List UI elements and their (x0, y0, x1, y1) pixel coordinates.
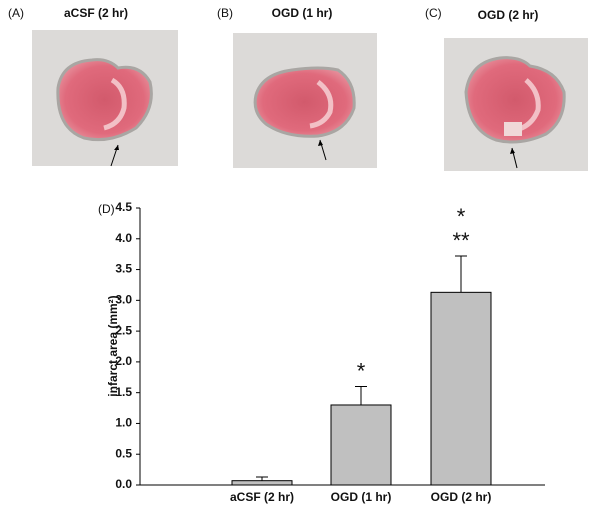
panel-letter: (D) (98, 202, 115, 216)
y-axis-label: infarct area (mm²) (106, 295, 120, 396)
y-tick-label: 1.0 (115, 416, 132, 430)
photo-a (32, 30, 178, 167)
y-tick-label: 3.5 (115, 262, 132, 276)
bar (231, 480, 293, 486)
x-tick-label: OGD (1 hr) (331, 490, 392, 504)
y-tick-label: 0.0 (115, 477, 132, 491)
bar (330, 404, 392, 486)
significance-mark: * (457, 204, 466, 229)
y-tick-label: 4.0 (115, 231, 132, 245)
panel-title: OGD (1 hr) (272, 6, 333, 20)
photo-c (444, 38, 588, 171)
photo-b (233, 33, 377, 168)
panel-title: aCSF (2 hr) (64, 6, 128, 20)
panel-letter: (A) (8, 6, 24, 20)
x-tick-label: OGD (2 hr) (431, 490, 492, 504)
y-tick-label: 1.5 (115, 385, 132, 399)
bar (430, 291, 492, 486)
y-tick-label: 2.0 (115, 354, 132, 368)
panel-title: OGD (2 hr) (478, 8, 539, 22)
y-tick-label: 3.0 (115, 293, 132, 307)
x-tick-label: aCSF (2 hr) (230, 490, 294, 504)
significance-mark: * (357, 358, 366, 383)
panel-letter: (B) (217, 6, 233, 20)
significance-mark: ** (452, 228, 470, 253)
y-tick-label: 0.5 (115, 446, 132, 460)
y-tick-label: 2.5 (115, 323, 132, 337)
y-tick-label: 4.5 (115, 200, 132, 214)
panel-letter: (C) (425, 6, 442, 20)
